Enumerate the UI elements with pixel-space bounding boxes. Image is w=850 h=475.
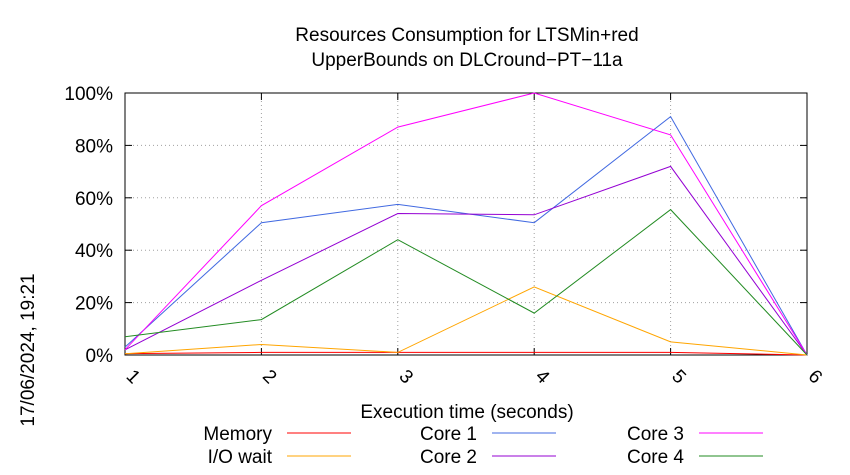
legend-item: Memory [203,424,351,445]
y-axis-ticks: 0% 20% 40% 60% 80% 100% [64,84,113,367]
series-line-core-4 [124,208,808,356]
legend-item: Core 1 [420,424,556,445]
legend-item: Core 4 [627,447,763,468]
legend-label: Core 1 [420,424,477,445]
x-axis-label: Execution time (seconds) [360,402,573,423]
y-tick-label: 40% [75,241,113,262]
legend-label: Core 3 [627,424,684,445]
legend-label: Core 2 [420,447,477,468]
y-tick-label: 100% [64,84,113,105]
y-tick-label: 0% [86,346,114,367]
chart-title-line-2: UpperBounds on DLCround−PT−11a [311,50,623,71]
x-tick-label: 3 [395,366,417,388]
plot-frame [124,92,808,356]
axes [124,92,808,356]
grid [125,93,807,355]
y-tick-label: 60% [75,189,113,210]
legend-item: Core 2 [420,447,556,468]
legend-label: I/O wait [208,447,273,468]
series-line-core-3 [124,92,808,356]
chart-title-line-1: Resources Consumption for LTSMin+red [295,25,638,46]
timestamp: 17/06/2024, 19:21 [18,273,39,426]
x-tick-label: 1 [122,366,144,388]
x-tick-label: 6 [804,366,826,388]
series-line-memory [124,351,808,356]
series-lines [124,92,808,356]
legend-label: Memory [203,424,272,445]
x-tick-label: 4 [531,366,554,389]
series-line-i-o-wait [124,286,808,356]
x-tick-label: 5 [667,366,689,388]
x-tick-label: 2 [258,366,280,388]
series-line-core-2 [124,165,808,356]
legend-item: I/O wait [208,447,351,468]
y-tick-label: 20% [75,294,113,315]
x-axis-ticks: 1 2 3 4 5 6 [122,366,826,389]
y-tick-label: 80% [75,136,113,157]
series-line-core-1 [124,115,808,356]
legend-item: Core 3 [627,424,763,445]
legend-label: Core 4 [627,447,684,468]
